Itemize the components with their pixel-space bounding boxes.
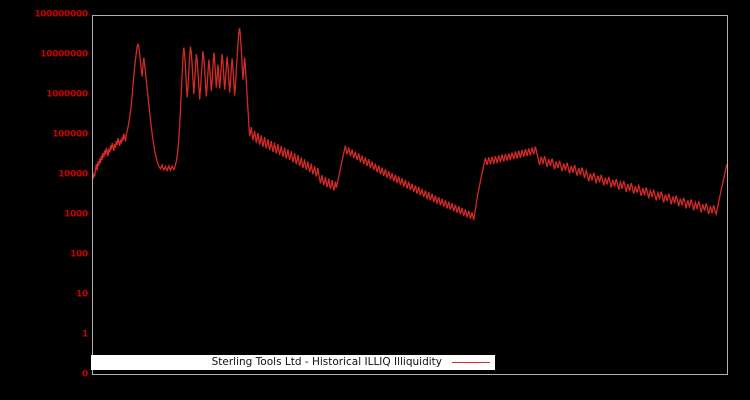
y-axis-tick-labels: 100000000 10000000 1000000 100000 10000 1000 1… bbox=[0, 0, 88, 400]
legend-label: Sterling Tools Ltd - Historical ILLIQ Il… bbox=[211, 356, 442, 369]
y-axis-tick-label: 10000 bbox=[58, 169, 88, 180]
y-axis-tick-label: 100000000 bbox=[34, 9, 88, 20]
y-axis-tick-label: 10000000 bbox=[40, 49, 88, 60]
series-line-0 bbox=[93, 28, 727, 220]
y-axis-tick-label: 1000 bbox=[64, 209, 88, 220]
y-axis-tick-label: 0 bbox=[82, 369, 88, 380]
y-axis-tick-label: 100 bbox=[70, 249, 88, 260]
y-axis-tick-label: 1000000 bbox=[46, 89, 88, 100]
plot-area bbox=[92, 15, 728, 375]
illiq-line-series bbox=[93, 16, 727, 374]
y-axis-tick-label: 1 bbox=[82, 329, 88, 340]
y-axis-tick-label: 10 bbox=[76, 289, 88, 300]
y-axis-tick-label: 100000 bbox=[52, 129, 88, 140]
legend-line-swatch bbox=[452, 362, 490, 363]
chart-legend: Sterling Tools Ltd - Historical ILLIQ Il… bbox=[91, 355, 495, 370]
